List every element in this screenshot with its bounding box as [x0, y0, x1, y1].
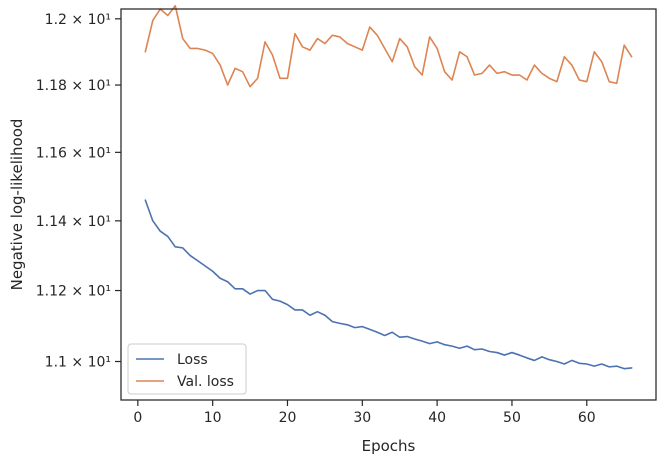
x-tick-label: 10 [204, 410, 222, 426]
x-axis-label: Epochs [362, 437, 416, 455]
y-tick-label: 1.2 × 10¹ [45, 12, 111, 28]
x-tick-label: 50 [503, 410, 521, 426]
y-tick-label: 1.1 × 10¹ [45, 355, 111, 371]
y-tick-label: 1.16 × 10¹ [36, 145, 111, 161]
series-line-1 [144, 4, 633, 88]
legend-label-0: Loss [177, 352, 208, 368]
legend: Loss Val. loss [127, 343, 247, 395]
y-tick-label: 1.14 × 10¹ [36, 214, 111, 230]
series-layer [144, 4, 633, 370]
series-line-0 [144, 199, 633, 370]
x-axis-ticks: 0 10 20 30 40 50 60 [133, 400, 596, 426]
x-tick-label: 0 [133, 410, 142, 426]
x-tick-label: 40 [428, 410, 446, 426]
y-tick-label: 1.18 × 10¹ [36, 78, 111, 94]
y-axis-label: Negative log-likelihood [8, 119, 26, 291]
y-axis-ticks: 1.1 × 10¹ 1.12 × 10¹ 1.14 × 10¹ 1.16 × 10¹ 1… [36, 12, 121, 371]
x-tick-label: 30 [353, 410, 371, 426]
axes-frame [120, 8, 657, 401]
legend-label-1: Val. loss [177, 374, 234, 390]
plot-area [121, 9, 656, 400]
x-tick-label: 20 [279, 410, 297, 426]
x-tick-label: 60 [578, 410, 596, 426]
y-tick-label: 1.12 × 10¹ [36, 284, 111, 300]
